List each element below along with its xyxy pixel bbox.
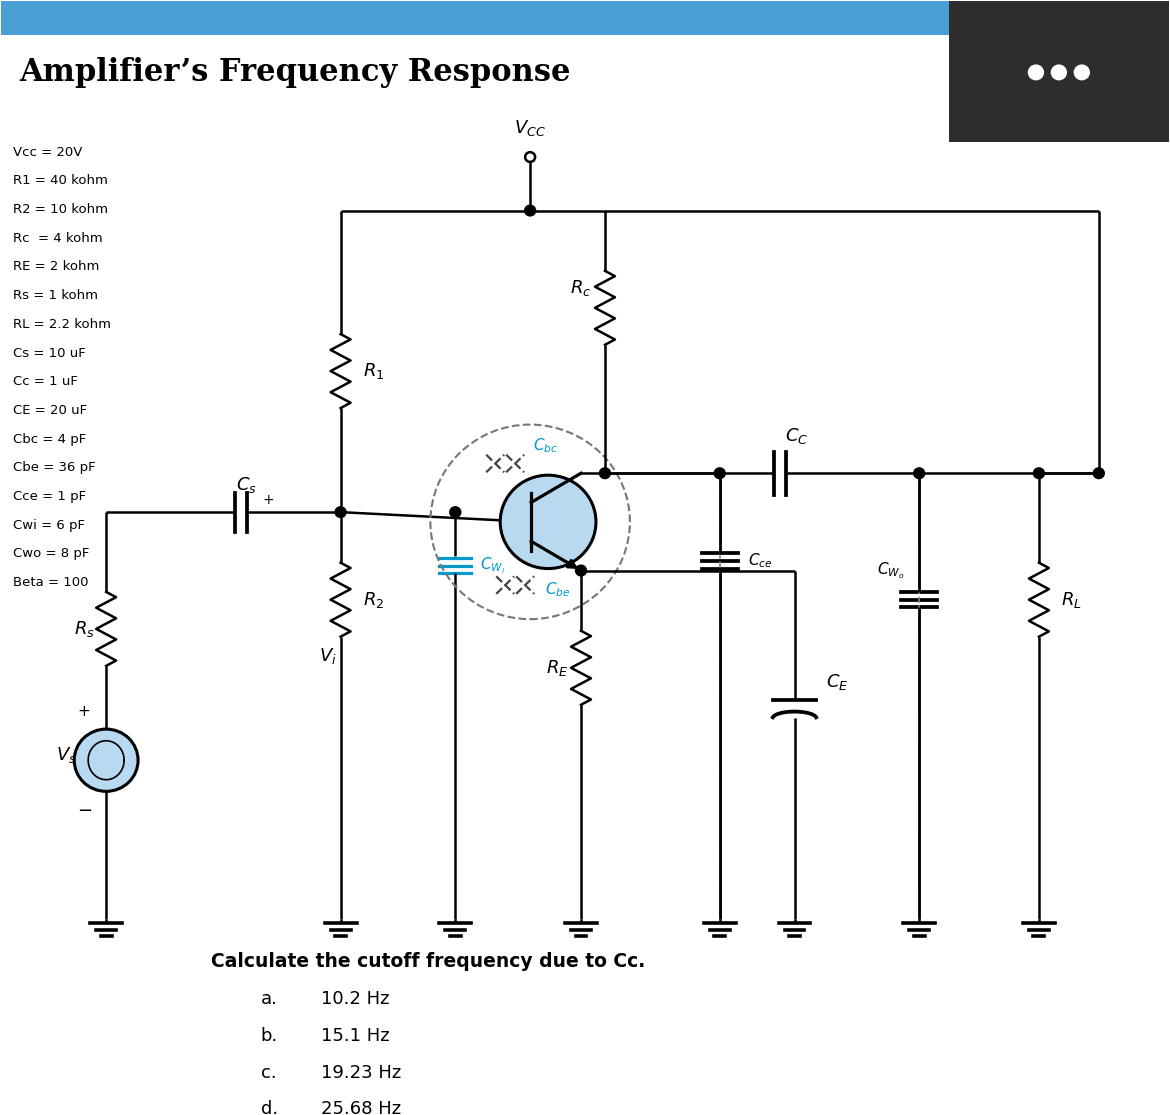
Text: $R_s$: $R_s$: [74, 619, 95, 639]
Text: Amplifier’s Frequency Response: Amplifier’s Frequency Response: [20, 57, 571, 88]
Circle shape: [599, 468, 611, 478]
Text: RE = 2 kohm: RE = 2 kohm: [13, 261, 99, 273]
Circle shape: [714, 468, 725, 478]
Circle shape: [1052, 65, 1066, 79]
Text: CE = 20 uF: CE = 20 uF: [13, 404, 88, 417]
Text: Cwi = 6 pF: Cwi = 6 pF: [13, 518, 85, 532]
Text: $R_1$: $R_1$: [363, 361, 384, 381]
Circle shape: [914, 468, 924, 478]
Text: Calculate the cutoff frequency due to Cc.: Calculate the cutoff frequency due to Cc…: [211, 952, 645, 971]
Text: $C_{be}$: $C_{be}$: [545, 581, 571, 600]
Circle shape: [576, 565, 586, 575]
Text: $V_s$: $V_s$: [56, 745, 77, 765]
FancyBboxPatch shape: [949, 1, 1169, 143]
Text: Cwo = 8 pF: Cwo = 8 pF: [13, 547, 90, 561]
Text: 15.1 Hz: 15.1 Hz: [321, 1027, 390, 1045]
Text: 10.2 Hz: 10.2 Hz: [321, 990, 390, 1008]
Text: $C_{W_o}$: $C_{W_o}$: [878, 560, 904, 581]
Text: Beta = 100: Beta = 100: [13, 576, 89, 589]
Text: $R_2$: $R_2$: [363, 590, 384, 610]
Text: RL = 2.2 kohm: RL = 2.2 kohm: [13, 318, 111, 331]
Text: Rc  = 4 kohm: Rc = 4 kohm: [13, 232, 103, 245]
Text: $R_L$: $R_L$: [1061, 590, 1081, 610]
Text: $C_{bc}$: $C_{bc}$: [534, 437, 558, 455]
Text: R2 = 10 kohm: R2 = 10 kohm: [13, 203, 109, 216]
Text: Cbc = 4 pF: Cbc = 4 pF: [13, 433, 87, 446]
Text: $C_E$: $C_E$: [826, 672, 849, 692]
Text: $R_E$: $R_E$: [546, 658, 569, 678]
Text: a.: a.: [261, 990, 277, 1008]
Text: d.: d.: [261, 1101, 278, 1115]
Text: Vcc = 20V: Vcc = 20V: [13, 146, 83, 158]
Circle shape: [1033, 468, 1045, 478]
Text: Cbe = 36 pF: Cbe = 36 pF: [13, 462, 96, 474]
Text: $R_c$: $R_c$: [570, 279, 591, 299]
Text: +: +: [263, 494, 275, 507]
Text: 19.23 Hz: 19.23 Hz: [321, 1064, 401, 1082]
Text: c.: c.: [261, 1064, 276, 1082]
Text: $C_{ce}$: $C_{ce}$: [748, 552, 772, 570]
Text: $C_{W_i}$: $C_{W_i}$: [480, 555, 505, 576]
Circle shape: [1093, 468, 1104, 478]
Text: Cs = 10 uF: Cs = 10 uF: [13, 347, 87, 359]
Text: 25.68 Hz: 25.68 Hz: [321, 1101, 401, 1115]
Text: Rs = 1 kohm: Rs = 1 kohm: [13, 289, 98, 302]
Text: b.: b.: [261, 1027, 278, 1045]
FancyBboxPatch shape: [1, 1, 1169, 36]
Text: $V_{CC}$: $V_{CC}$: [514, 118, 546, 138]
Circle shape: [1074, 65, 1089, 79]
Text: +: +: [78, 704, 90, 719]
Text: $C_s$: $C_s$: [236, 475, 256, 495]
Text: R1 = 40 kohm: R1 = 40 kohm: [13, 174, 109, 187]
Circle shape: [74, 729, 138, 792]
Circle shape: [335, 507, 346, 517]
Text: −: −: [76, 802, 91, 820]
Circle shape: [524, 205, 536, 216]
Circle shape: [449, 507, 461, 517]
Text: Cc = 1 uF: Cc = 1 uF: [13, 376, 78, 388]
Text: $V_i$: $V_i$: [318, 646, 337, 666]
Text: Cce = 1 pF: Cce = 1 pF: [13, 491, 87, 503]
Circle shape: [501, 475, 596, 569]
Text: $C_C$: $C_C$: [785, 426, 807, 446]
Circle shape: [1028, 65, 1044, 79]
